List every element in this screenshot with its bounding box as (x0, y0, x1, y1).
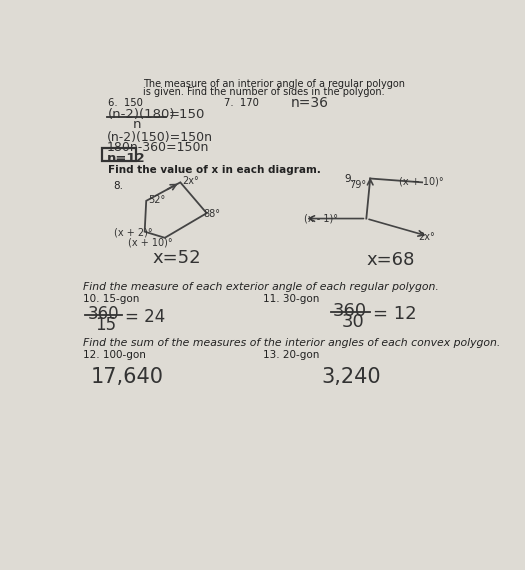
Text: 10. 15-gon: 10. 15-gon (82, 294, 139, 304)
Text: (x + 10)°: (x + 10)° (128, 237, 172, 247)
Text: 360: 360 (87, 305, 119, 323)
Text: 79°: 79° (349, 180, 366, 190)
Text: 52°: 52° (148, 196, 165, 205)
Text: = 12: = 12 (373, 305, 416, 323)
Text: =150: =150 (169, 108, 205, 121)
Text: (x + 10)°: (x + 10)° (399, 177, 444, 187)
Text: x=68: x=68 (366, 251, 415, 269)
Text: 9.: 9. (344, 174, 354, 184)
Text: Find the measure of each exterior angle of each regular polygon.: Find the measure of each exterior angle … (82, 283, 438, 292)
Text: n: n (133, 119, 142, 132)
Text: 8.: 8. (114, 181, 124, 191)
Text: (x + 2)°: (x + 2)° (114, 228, 152, 238)
Text: 2x°: 2x° (182, 176, 198, 186)
Text: The measure of an interior angle of a regular polygon: The measure of an interior angle of a re… (143, 79, 405, 89)
Text: 360: 360 (333, 302, 367, 320)
Text: (n-2)(150)=150n: (n-2)(150)=150n (107, 131, 213, 144)
Text: x=52: x=52 (152, 249, 201, 267)
Text: 13. 20-gon: 13. 20-gon (263, 350, 320, 360)
Text: 180n-360=150n: 180n-360=150n (107, 141, 209, 154)
Text: 12. 100-gon: 12. 100-gon (82, 350, 145, 360)
Text: (x - 1)°: (x - 1)° (304, 213, 338, 223)
Text: 6.  150: 6. 150 (108, 97, 143, 108)
Text: 7.  170: 7. 170 (225, 97, 259, 108)
Text: 30: 30 (342, 314, 364, 331)
Text: 2x°: 2x° (418, 231, 435, 242)
Text: n=12: n=12 (107, 152, 145, 165)
Text: (n-2)(180): (n-2)(180) (108, 108, 176, 121)
Text: = 24: = 24 (125, 308, 165, 326)
Text: is given. Find the number of sides in the polygon.: is given. Find the number of sides in th… (143, 87, 385, 97)
Text: 88°: 88° (204, 209, 220, 219)
Text: 3,240: 3,240 (321, 367, 381, 387)
Text: Find the sum of the measures of the interior angles of each convex polygon.: Find the sum of the measures of the inte… (82, 338, 500, 348)
Text: 11. 30-gon: 11. 30-gon (263, 294, 320, 304)
Text: n=36: n=36 (290, 96, 328, 110)
Text: Find the value of x in each diagram.: Find the value of x in each diagram. (108, 165, 321, 174)
Text: 15: 15 (95, 316, 116, 335)
Text: 17,640: 17,640 (90, 367, 163, 387)
